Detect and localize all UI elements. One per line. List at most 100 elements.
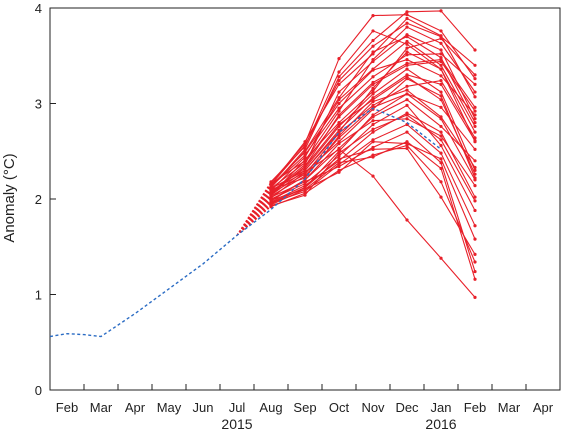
ensemble-point [405,111,409,115]
y-tick-label: 3 [35,97,42,112]
ensemble-point [303,149,307,153]
y-tick-label: 2 [35,192,42,207]
ensemble-point [405,218,409,222]
ensemble-point [439,130,443,134]
ensemble-point [405,57,409,62]
ensemble-point [405,84,409,88]
ensemble-point [405,140,409,144]
ensemble-point [337,70,341,74]
ensemble-point [337,161,341,165]
ensemble-point [269,183,273,187]
ensemble-point [439,256,443,260]
ensemble-member [236,117,477,236]
x-tick-label: Jul [229,400,246,415]
ensemble-point [473,113,477,117]
ensemble-point [405,25,409,29]
ensemble-ramp-line [236,199,272,236]
ensemble-point [473,117,477,121]
series-layer [49,9,477,338]
y-axis-title: Anomaly (°C) [1,153,18,242]
ensemble-point [439,78,443,83]
ensemble-point [473,277,477,281]
x-tick-label: Mar [90,400,113,415]
ensemble-point [405,35,409,39]
ensemble-point [371,130,375,134]
observed-line [49,107,442,338]
ensemble-point [405,53,409,57]
x-tick-label: Sep [293,400,316,415]
ensemble-point [439,29,443,33]
ensemble-member [236,147,477,299]
ensemble-point [303,153,307,157]
ensemble-point [439,124,443,129]
ensemble-point [371,92,375,96]
ensemble-point [337,168,341,172]
ensemble-point [473,136,477,140]
ensemble-point [371,14,375,18]
ensemble-point [473,178,477,182]
ensemble-point [371,174,375,178]
ensemble-point [473,208,477,213]
ensemble-ramp-line [236,184,272,236]
ensemble-point [473,147,477,151]
ensemble-point [405,67,409,71]
ensemble-ramp-line [236,190,272,236]
ensemble-point [371,57,375,62]
ensemble-point [269,185,273,190]
ensemble-point [371,140,375,144]
ensemble-point [405,75,409,79]
ensemble-point [371,89,375,93]
ensemble-point [473,159,477,163]
y-tick-label: 4 [35,1,42,16]
ensemble-point [337,90,341,94]
ensemble-point [473,140,477,144]
ensemble-point [371,122,375,127]
ensemble-point [405,130,409,134]
ensemble-member [236,143,477,264]
x-year-label: 2015 [221,416,252,431]
ensemble-line [270,148,476,298]
ensemble-point [439,134,443,138]
ensemble-point [473,224,477,228]
ensemble-point [371,127,375,131]
ensemble-point [405,42,409,46]
ensemble-point [473,269,477,274]
plot-frame [49,7,561,391]
ensemble-point [439,48,443,52]
ensemble-point [473,195,477,199]
ensemble-point [439,166,443,171]
ensemble-point [405,92,409,96]
ensemble-point [337,78,341,83]
ensemble-point [473,260,477,264]
ensemble-point [371,75,375,79]
ensemble-point [337,149,341,153]
ensemble-point [303,168,307,172]
ensemble-point [337,96,341,100]
ensemble-point [439,138,443,142]
ensemble-point [439,35,443,39]
ensemble-ramp-line [236,206,272,236]
ensemble-point [371,98,375,102]
ensemble-point [405,21,409,25]
ensemble-point [439,67,443,71]
ensemble-point [473,109,477,113]
ensemble-point [473,63,477,67]
ensemble-point [337,154,341,158]
ensemble-point [405,63,409,67]
ensemble-point [473,124,477,129]
ensemble-point [269,193,273,197]
x-tick-label: Feb [464,400,486,415]
x-tick-label: Oct [329,400,350,415]
ensemble-point [439,41,443,45]
ensemble-point [371,145,375,150]
ensemble-point [405,39,409,44]
ensemble-member [236,50,477,236]
ensemble-point [269,188,273,193]
ensemble-point [473,199,477,203]
ensemble-point [405,10,409,14]
x-tick-label: Nov [361,400,385,415]
ensemble-point [405,13,409,17]
ensemble-point [371,119,375,123]
ensemble-point [337,101,341,106]
